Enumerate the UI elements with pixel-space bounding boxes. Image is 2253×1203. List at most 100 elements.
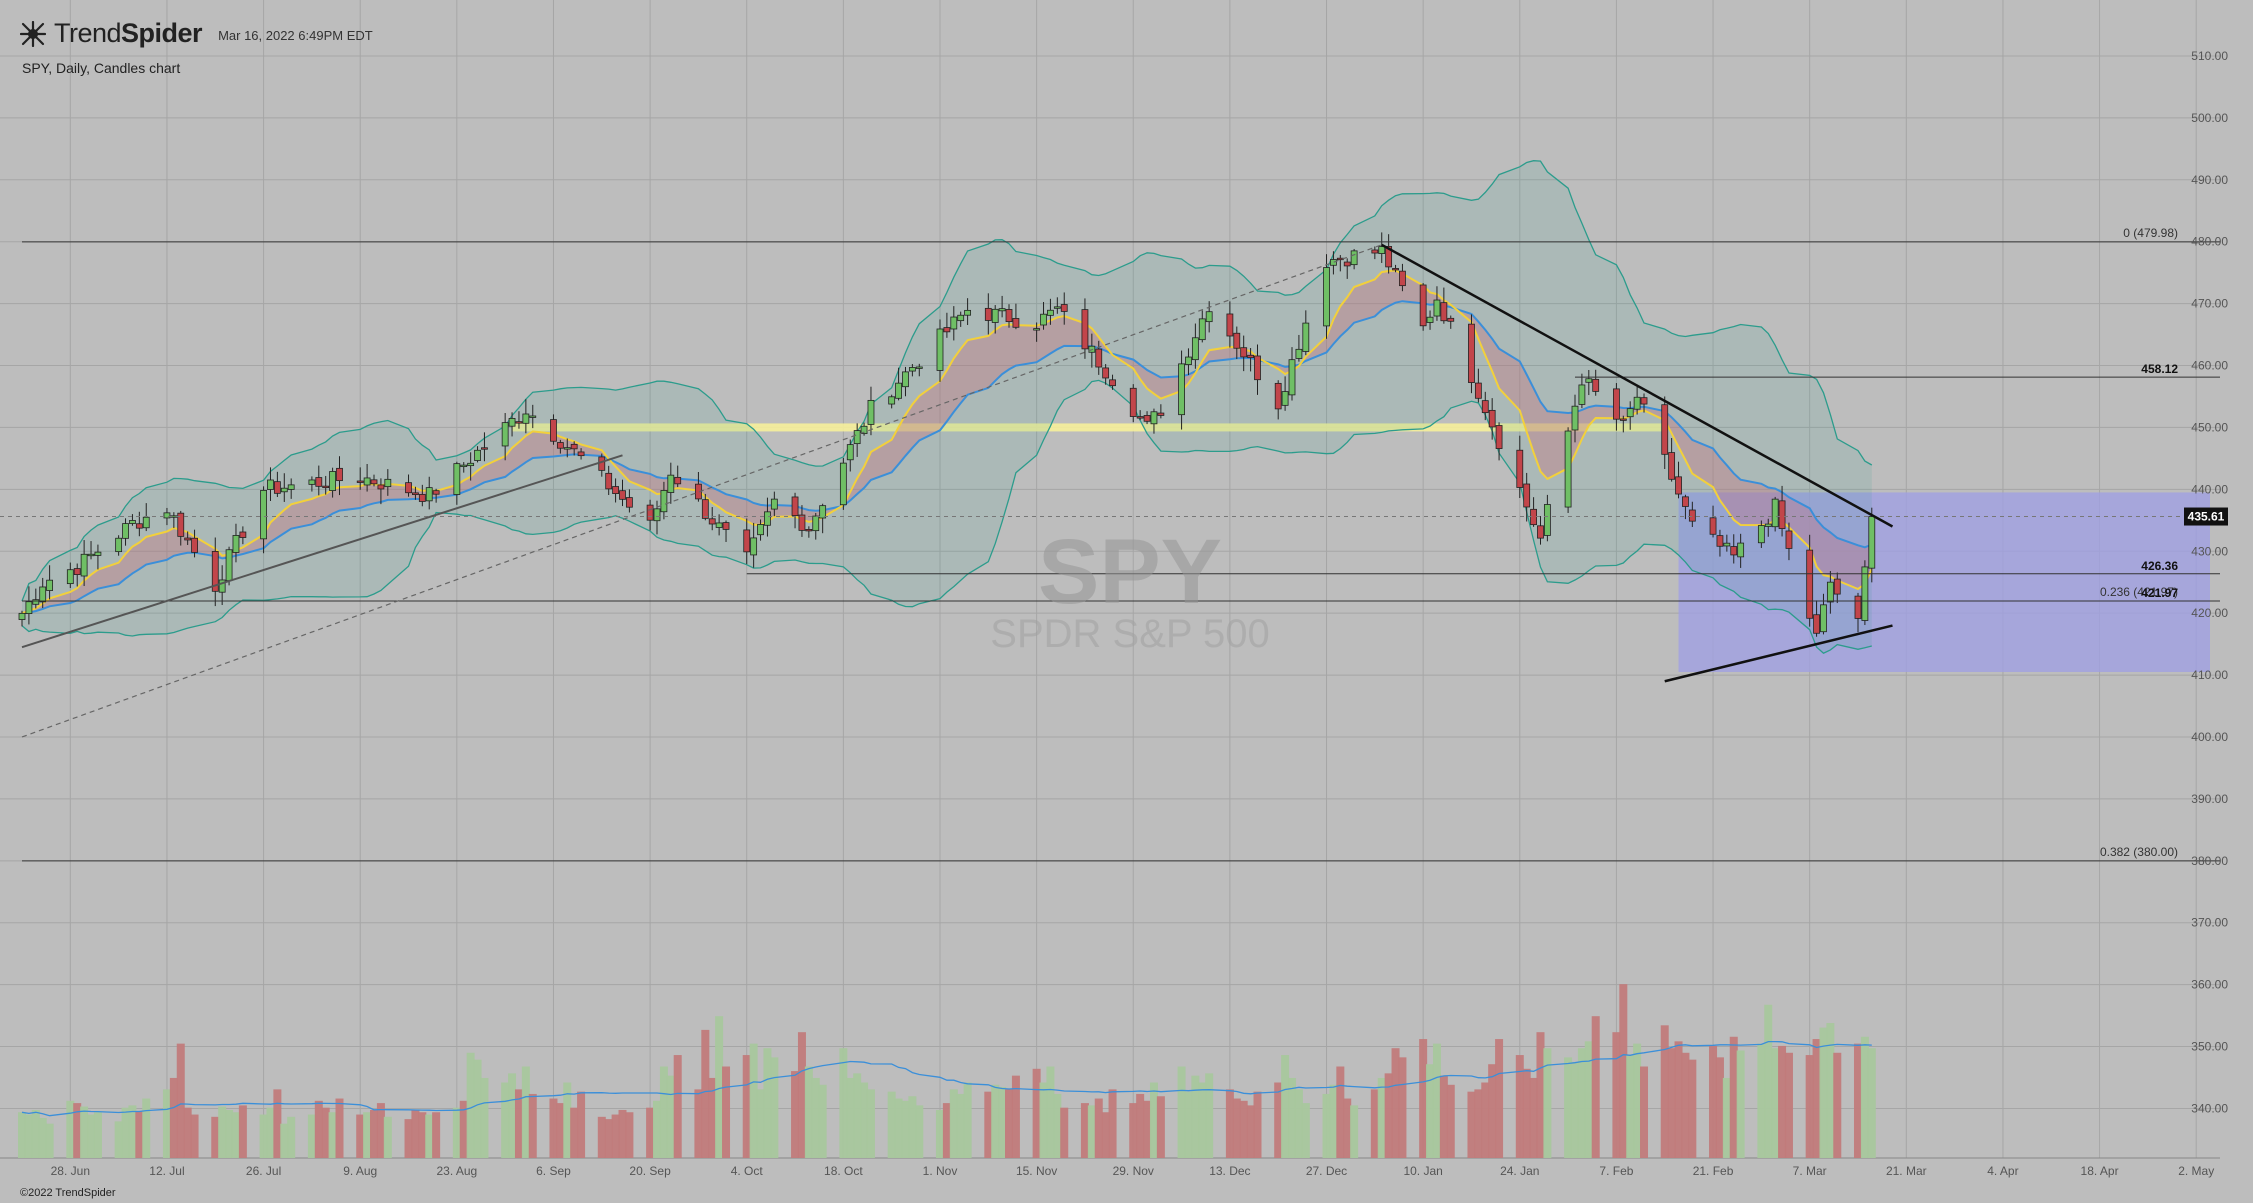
volume-bar xyxy=(1377,1077,1386,1158)
volume-bar xyxy=(673,1055,682,1158)
volume-bars xyxy=(18,984,1876,1158)
volume-bar xyxy=(998,1087,1007,1158)
volume-bar xyxy=(1239,1100,1248,1158)
candle-body xyxy=(73,568,81,575)
volume-bar xyxy=(273,1089,282,1158)
candle-body xyxy=(418,494,426,502)
candle-body xyxy=(260,489,267,540)
volume-bar xyxy=(425,1114,434,1158)
volume-bar xyxy=(1032,1068,1041,1158)
candle-body xyxy=(122,523,129,539)
volume-bar xyxy=(1729,1036,1738,1158)
candle-body xyxy=(915,366,923,369)
candle-body xyxy=(115,537,123,553)
level-label: 426.36 xyxy=(2141,559,2178,573)
candle-body xyxy=(1198,318,1206,341)
volume-bar xyxy=(1640,1066,1649,1158)
candle-body xyxy=(1737,542,1745,558)
date-tick-label: 13. Dec xyxy=(1209,1164,1250,1178)
candle-body xyxy=(1274,382,1282,410)
candle-body xyxy=(991,308,999,323)
volume-bar xyxy=(31,1109,40,1158)
volume-bar xyxy=(176,1043,185,1158)
candle-body xyxy=(501,422,509,447)
price-tick-label: 450.00 xyxy=(2191,420,2228,434)
date-tick-label: 20. Sep xyxy=(629,1164,671,1178)
candle-body xyxy=(280,487,288,493)
candle-body xyxy=(1578,384,1586,405)
chart-drawings-front xyxy=(0,241,2220,862)
candle-body xyxy=(412,492,419,496)
candle-body xyxy=(32,599,40,605)
volume-bar xyxy=(87,1114,96,1158)
date-tick-label: 2. May xyxy=(2178,1164,2214,1178)
candle-body xyxy=(1233,332,1241,349)
candle-body xyxy=(1516,449,1524,488)
candle-body xyxy=(1440,302,1448,322)
volume-bar xyxy=(1149,1082,1158,1158)
candle-body xyxy=(1543,504,1551,536)
price-tick-label: 400.00 xyxy=(2191,730,2228,744)
volume-bar xyxy=(1812,1039,1821,1158)
candle-body xyxy=(1060,304,1068,312)
volume-bar xyxy=(128,1105,137,1158)
candle-body xyxy=(984,307,992,321)
candle-body xyxy=(1426,316,1434,323)
volume-bar xyxy=(742,1055,751,1158)
candle-body xyxy=(805,529,813,532)
date-tick-label: 21. Mar xyxy=(1886,1164,1927,1178)
volume-bar xyxy=(577,1091,586,1158)
volume-bar xyxy=(811,1077,820,1158)
volume-bar xyxy=(653,1100,662,1158)
candle-body xyxy=(1626,408,1634,418)
candle-body xyxy=(1433,299,1441,317)
candle-body xyxy=(315,477,323,487)
candle-body xyxy=(957,314,965,322)
candle-body xyxy=(1619,418,1627,421)
volume-bar xyxy=(659,1066,668,1158)
volume-bar xyxy=(1833,1052,1842,1158)
candle-body xyxy=(715,522,723,528)
candle-body xyxy=(936,328,944,371)
volume-bar xyxy=(121,1107,130,1158)
candle-body xyxy=(556,442,564,449)
volume-bar xyxy=(604,1119,613,1158)
volume-bar xyxy=(1826,1023,1835,1158)
price-tick-label: 370.00 xyxy=(2191,916,2228,930)
volume-bar xyxy=(1771,1048,1780,1158)
candle-body xyxy=(384,478,392,488)
fib-level-label: 0.236 (421.97) xyxy=(2100,585,2178,599)
volume-bar xyxy=(846,1077,855,1158)
candle-body xyxy=(218,579,226,593)
volume-bar xyxy=(1232,1098,1241,1158)
volume-bar xyxy=(1198,1082,1207,1158)
candle-body xyxy=(1826,581,1834,603)
candle-body xyxy=(612,486,619,494)
volume-bar xyxy=(1350,1105,1359,1158)
candle-body xyxy=(377,484,385,490)
volume-bar xyxy=(942,1103,951,1158)
candle-body xyxy=(895,382,902,399)
volume-bar xyxy=(1281,1055,1290,1158)
volume-bar xyxy=(1805,1055,1814,1158)
volume-bar xyxy=(791,1071,800,1158)
price-tick-label: 480.00 xyxy=(2191,235,2228,249)
volume-bar xyxy=(1398,1057,1407,1158)
volume-bar xyxy=(1005,1089,1014,1158)
volume-bar xyxy=(211,1116,220,1158)
volume-bar xyxy=(45,1123,54,1158)
volume-bar xyxy=(1674,1041,1683,1158)
candle-body xyxy=(1640,397,1648,405)
bollinger-upper xyxy=(21,160,1873,602)
volume-bar xyxy=(963,1082,972,1158)
date-tick-label: 7. Feb xyxy=(1599,1164,1633,1178)
candle-body xyxy=(1385,246,1393,268)
date-tick-label: 27. Dec xyxy=(1306,1164,1347,1178)
candle-body xyxy=(1323,267,1330,327)
candle-body xyxy=(1240,347,1248,358)
volume-bar xyxy=(1205,1073,1214,1158)
candlesticks xyxy=(18,232,1876,637)
volume-bar xyxy=(1522,1068,1531,1158)
candle-body xyxy=(1247,354,1254,359)
